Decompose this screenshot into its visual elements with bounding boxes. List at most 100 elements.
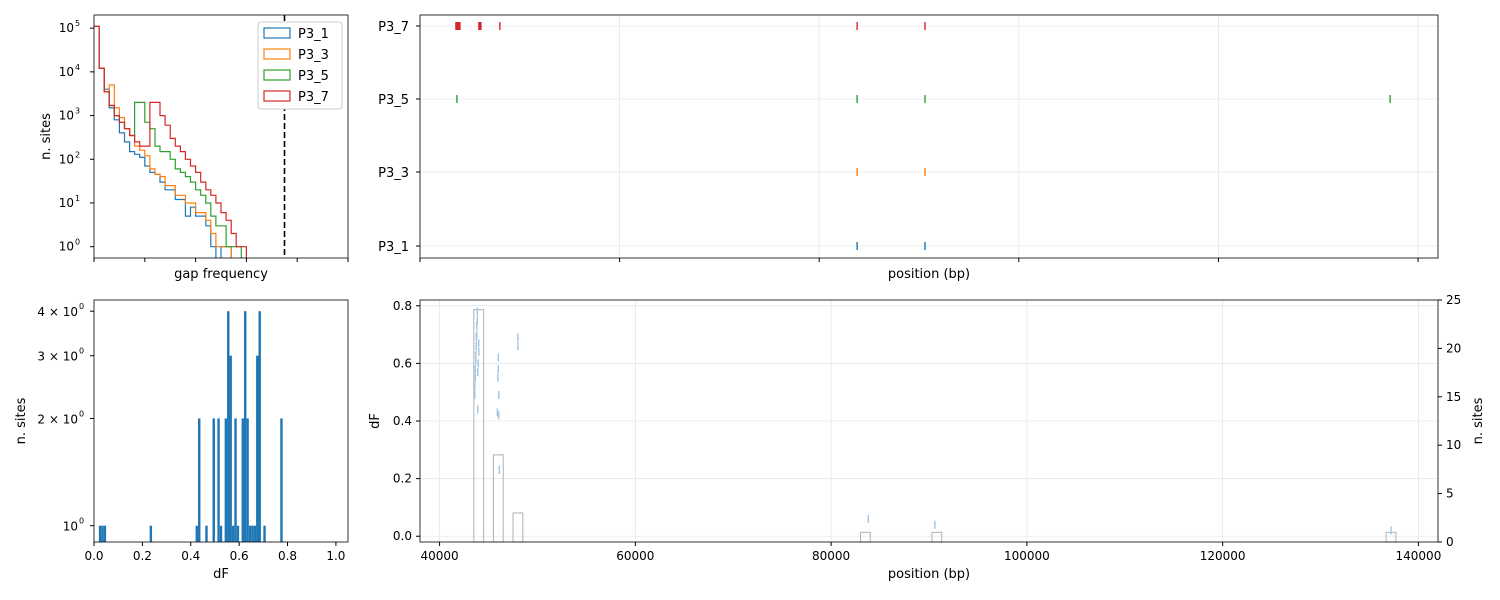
y-tick-label: 0.0: [393, 529, 412, 543]
y2-tick-label: 20: [1446, 341, 1461, 355]
y-tick-exponent: 3: [75, 107, 80, 116]
y-tick-label: 3 × 10: [37, 350, 78, 364]
y-tick-label: 0.2: [393, 472, 412, 486]
y2-tick-label: 5: [1446, 487, 1454, 501]
y2-tick-label: 15: [1446, 390, 1461, 404]
legend-label-P3_5: P3_5: [298, 69, 329, 84]
x-tick-label: 0.6: [230, 549, 249, 563]
bar: [205, 525, 208, 542]
bar: [227, 311, 230, 542]
legend-label-P3_7: P3_7: [298, 90, 329, 105]
bar: [253, 525, 257, 542]
bar: [217, 418, 220, 542]
legend-swatch-P3_5: [263, 69, 291, 81]
bar: [231, 525, 235, 542]
y-tick-exponent: 1: [75, 194, 80, 203]
bar: [248, 525, 252, 542]
series-line-P3_1: [94, 25, 232, 258]
x-tick-label: 0.2: [133, 549, 152, 563]
bar: [246, 418, 249, 542]
legend-box: [257, 21, 343, 110]
y-tick-label: P3_7: [378, 20, 409, 35]
x-tick-label: 60000: [616, 549, 654, 563]
position-hist-bar: [931, 531, 943, 543]
y2-tick-label: 25: [1446, 293, 1461, 307]
position-strip-panel: P3_1 P3_3 P3_5 P3_7 position (bp): [378, 14, 1439, 282]
x-axis-label: dF: [213, 567, 229, 582]
y-axis-label: n. sites: [14, 397, 29, 444]
y-tick-label: P3_1: [378, 240, 409, 255]
y2-tick-label: 0: [1446, 535, 1454, 549]
bar: [241, 418, 244, 542]
x-tick-label: 0.0: [84, 549, 103, 563]
y-tick-exponent: 0: [79, 347, 84, 356]
bar: [229, 355, 232, 542]
y-tick-label: 10: [59, 196, 74, 210]
legend-swatch-P3_1: [263, 27, 291, 39]
y-tick-exponent: 4: [75, 63, 80, 72]
x-tick-label: 100000: [1004, 549, 1050, 563]
y2-axis-label: n. sites: [1471, 397, 1486, 444]
bar: [149, 525, 153, 542]
y-tick-exponent: 2: [75, 150, 80, 159]
axes-frame: [93, 299, 349, 543]
x-axis-label: position (bp): [888, 267, 970, 282]
y-tick-label: 4 × 10: [37, 305, 78, 319]
bar: [280, 418, 283, 542]
y-tick-label: 10: [59, 152, 74, 166]
x-tick-label: 40000: [420, 549, 458, 563]
bar: [219, 525, 223, 542]
legend-swatch-P3_7: [263, 90, 291, 102]
y-tick-label: P3_3: [378, 166, 409, 181]
x-tick-label: 120000: [1200, 549, 1246, 563]
x-tick-label: 80000: [812, 549, 850, 563]
x-tick-label: 0.8: [278, 549, 297, 563]
y-tick-label: 10: [59, 21, 74, 35]
legend-label-P3_1: P3_1: [298, 27, 329, 42]
bar: [212, 418, 215, 542]
axes-frame: [419, 14, 1439, 259]
y-tick-label: 2 × 10: [37, 412, 78, 426]
legend-swatch-P3_3: [263, 48, 291, 60]
bar: [195, 525, 199, 542]
bar: [236, 525, 240, 542]
bar: [243, 311, 247, 542]
y-tick-exponent: 0: [79, 409, 84, 418]
y-tick-label: 10: [59, 240, 74, 254]
y-tick-exponent: 5: [75, 19, 80, 28]
y-tick-label: 0.4: [393, 414, 412, 428]
bar: [198, 418, 201, 542]
y-tick-exponent: 0: [79, 517, 84, 526]
y-axis-label: n. sites: [39, 113, 54, 160]
legend-label-P3_3: P3_3: [298, 48, 329, 63]
position-hist-bar: [492, 454, 504, 543]
position-hist-bar: [859, 531, 871, 543]
y-tick-exponent: 0: [75, 238, 80, 247]
x-axis-label: position (bp): [888, 567, 970, 582]
x-axis-label: gap frequency: [174, 267, 268, 282]
axes-frame: [93, 14, 349, 259]
bar: [263, 525, 266, 542]
bar: [256, 355, 259, 542]
bar: [234, 418, 237, 542]
bar: [103, 525, 107, 542]
y-tick-exponent: 0: [79, 302, 84, 311]
y-tick-label: P3_5: [378, 93, 409, 108]
bar: [101, 525, 104, 542]
bar: [251, 525, 254, 542]
y-axis-label: dF: [368, 413, 383, 429]
y-tick-label: 0.8: [393, 299, 412, 313]
position-hist-bar: [512, 512, 524, 543]
y-tick-label: 10: [59, 109, 74, 123]
series-line-P3_7: [94, 25, 247, 258]
y-tick-label: 0.6: [393, 356, 412, 370]
df-histogram-panel: 10 02 × 10 03 × 10 04 × 10 00.0 0.2 0.4 0.6 0.8 1…: [14, 299, 349, 582]
y-tick-label: 10: [63, 520, 78, 534]
y-tick-label: 10: [59, 65, 74, 79]
bar: [258, 311, 261, 542]
bar: [224, 418, 228, 542]
x-tick-label: 140000: [1396, 549, 1442, 563]
bar: [98, 525, 102, 542]
